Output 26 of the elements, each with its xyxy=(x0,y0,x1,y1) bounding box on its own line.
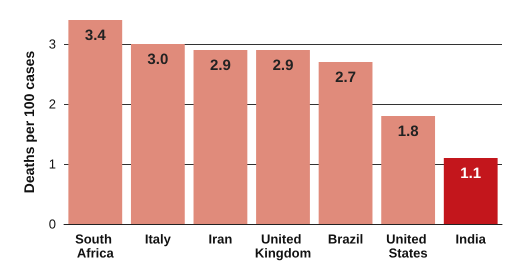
x-tick-label: Iran xyxy=(208,232,232,246)
y-tick-label: 2 xyxy=(48,96,56,112)
x-tick-label: South Africa xyxy=(75,232,116,260)
data-label: 3.0 xyxy=(147,51,168,68)
x-tick-label: India xyxy=(456,232,487,246)
bar xyxy=(381,116,436,224)
bar xyxy=(68,20,122,224)
y-tick-label: 1 xyxy=(48,156,56,172)
x-tick-label: Brazil xyxy=(328,232,364,246)
x-tick-label: United States xyxy=(386,232,430,260)
y-axis-title: Deaths per 100 cases xyxy=(21,50,37,194)
data-label: 1.1 xyxy=(460,165,482,182)
bar xyxy=(256,50,310,224)
y-tick-label: 3 xyxy=(48,36,56,52)
x-tick-label: Italy xyxy=(144,232,172,246)
bar xyxy=(130,44,185,224)
bar xyxy=(194,50,248,224)
data-label: 1.8 xyxy=(398,123,419,140)
x-tick-label: United Kingdom xyxy=(254,232,312,260)
bar xyxy=(318,62,372,224)
bar xyxy=(444,158,498,224)
data-label: 2.9 xyxy=(272,57,294,74)
data-label: 2.7 xyxy=(335,69,356,86)
y-tick-label: 0 xyxy=(48,216,56,232)
data-label: 2.9 xyxy=(210,57,231,74)
data-label: 3.4 xyxy=(84,27,106,44)
